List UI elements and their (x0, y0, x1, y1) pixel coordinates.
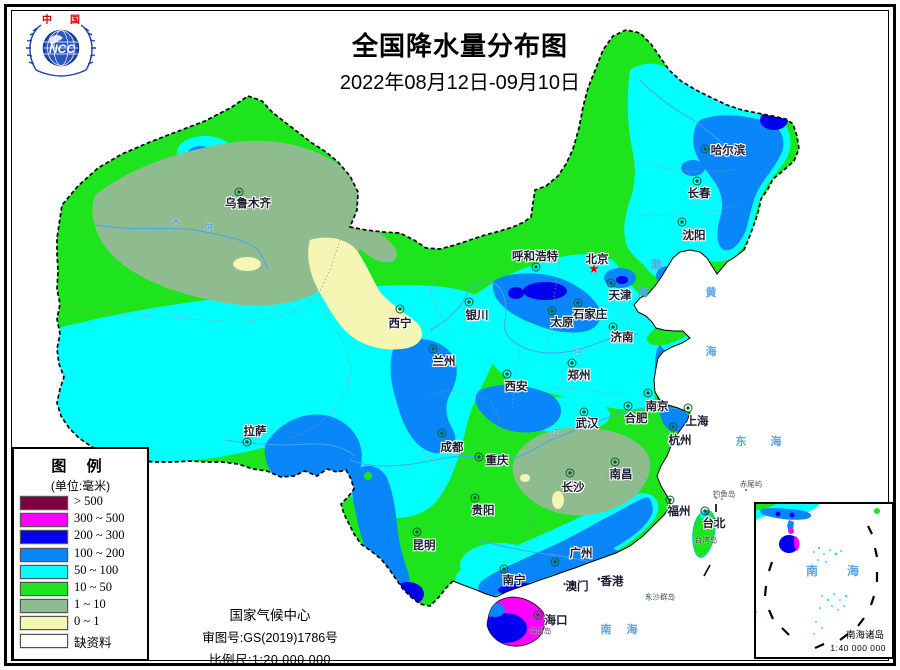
legend-row: 100 ~ 200 (14, 546, 147, 563)
legend-label: > 500 (74, 494, 103, 508)
legend-swatch (20, 564, 68, 579)
hainan-island (486, 596, 546, 647)
inset-scale-label: 1:40 000 000 (830, 643, 886, 653)
legend-label: 100 ~ 200 (74, 545, 125, 560)
legend-unit: (单位:毫米) (50, 479, 111, 493)
national-border (56, 29, 800, 607)
legend-row: 10 ~ 50 (14, 580, 147, 597)
legend-label: 1 ~ 10 (74, 597, 106, 612)
legend-swatch (20, 581, 68, 596)
islets (646, 488, 748, 599)
legend-row: 300 ~ 500 (14, 511, 147, 528)
logo-wreath (26, 24, 96, 77)
taiwan-island (692, 509, 716, 558)
ncc-logo: 中 国 NCC (26, 13, 96, 77)
legend-swatch (20, 513, 68, 528)
legend-label: 50 ~ 100 (74, 562, 119, 577)
outer-frame (4, 4, 896, 666)
logo-org-text: NCC (49, 42, 75, 56)
legend-label: 缺资料 (74, 635, 112, 650)
inset-sea-label: 南 海 (806, 564, 873, 578)
legend-row: 50 ~ 100 (14, 563, 147, 580)
legend-swatch (20, 599, 68, 614)
legend-label: 0 ~ 1 (74, 614, 100, 629)
inset-dash-line (763, 525, 879, 650)
legend-box: 图 例 (单位:毫米) > 500 300 ~ 500 200 ~ 300 100 ~… (12, 447, 149, 661)
coastline (452, 249, 745, 598)
legend-title: 图 例 (51, 458, 110, 475)
legend-row: 200 ~ 300 (14, 528, 147, 545)
inset-map (756, 504, 880, 650)
legend-label: 10 ~ 50 (74, 579, 113, 594)
credit-scale: 比例尺:1:20 000 000 (209, 653, 331, 667)
legend-rows: > 500 300 ~ 500 200 ~ 300 100 ~ 200 50 ~ 100… (14, 494, 147, 650)
legend-swatch (20, 496, 68, 510)
legend-swatch (20, 530, 68, 545)
inset-islets (756, 546, 848, 635)
page-subtitle: 2022年08月12日-09月10日 (339, 72, 581, 94)
legend-swatch (20, 633, 68, 648)
legend-swatch (20, 616, 68, 631)
legend-label: 200 ~ 300 (74, 528, 125, 543)
legend-row: 1 ~ 10 (14, 597, 147, 614)
logo-country-right: 国 (70, 14, 80, 26)
logo-country-left: 中 (42, 13, 52, 26)
legend-row: > 500 (14, 494, 147, 511)
province-boundaries (59, 159, 741, 563)
inset-name-label: 南海诸岛 (845, 630, 884, 641)
credit-approval: 审图号:GS(2019)1786号 (202, 631, 338, 645)
legend-label: 300 ~ 500 (74, 511, 125, 526)
logo-globe: NCC (42, 29, 80, 67)
inner-frame (11, 10, 889, 661)
page-title: 全国降水量分布图 (351, 31, 568, 61)
legend-row: 缺资料 (14, 632, 147, 650)
map-credits: 国家气候中心 审图号:GS(2019)1786号 比例尺:1:20 000 00… (185, 604, 355, 668)
legend-swatch (20, 547, 68, 562)
south-china-sea-inset: 南 海 南海诸岛 1:40 000 000 (754, 502, 894, 659)
sea-boundary-dashes (703, 504, 717, 577)
legend-row: 0 ~ 1 (14, 614, 147, 631)
credit-org: 国家气候中心 (229, 608, 311, 623)
